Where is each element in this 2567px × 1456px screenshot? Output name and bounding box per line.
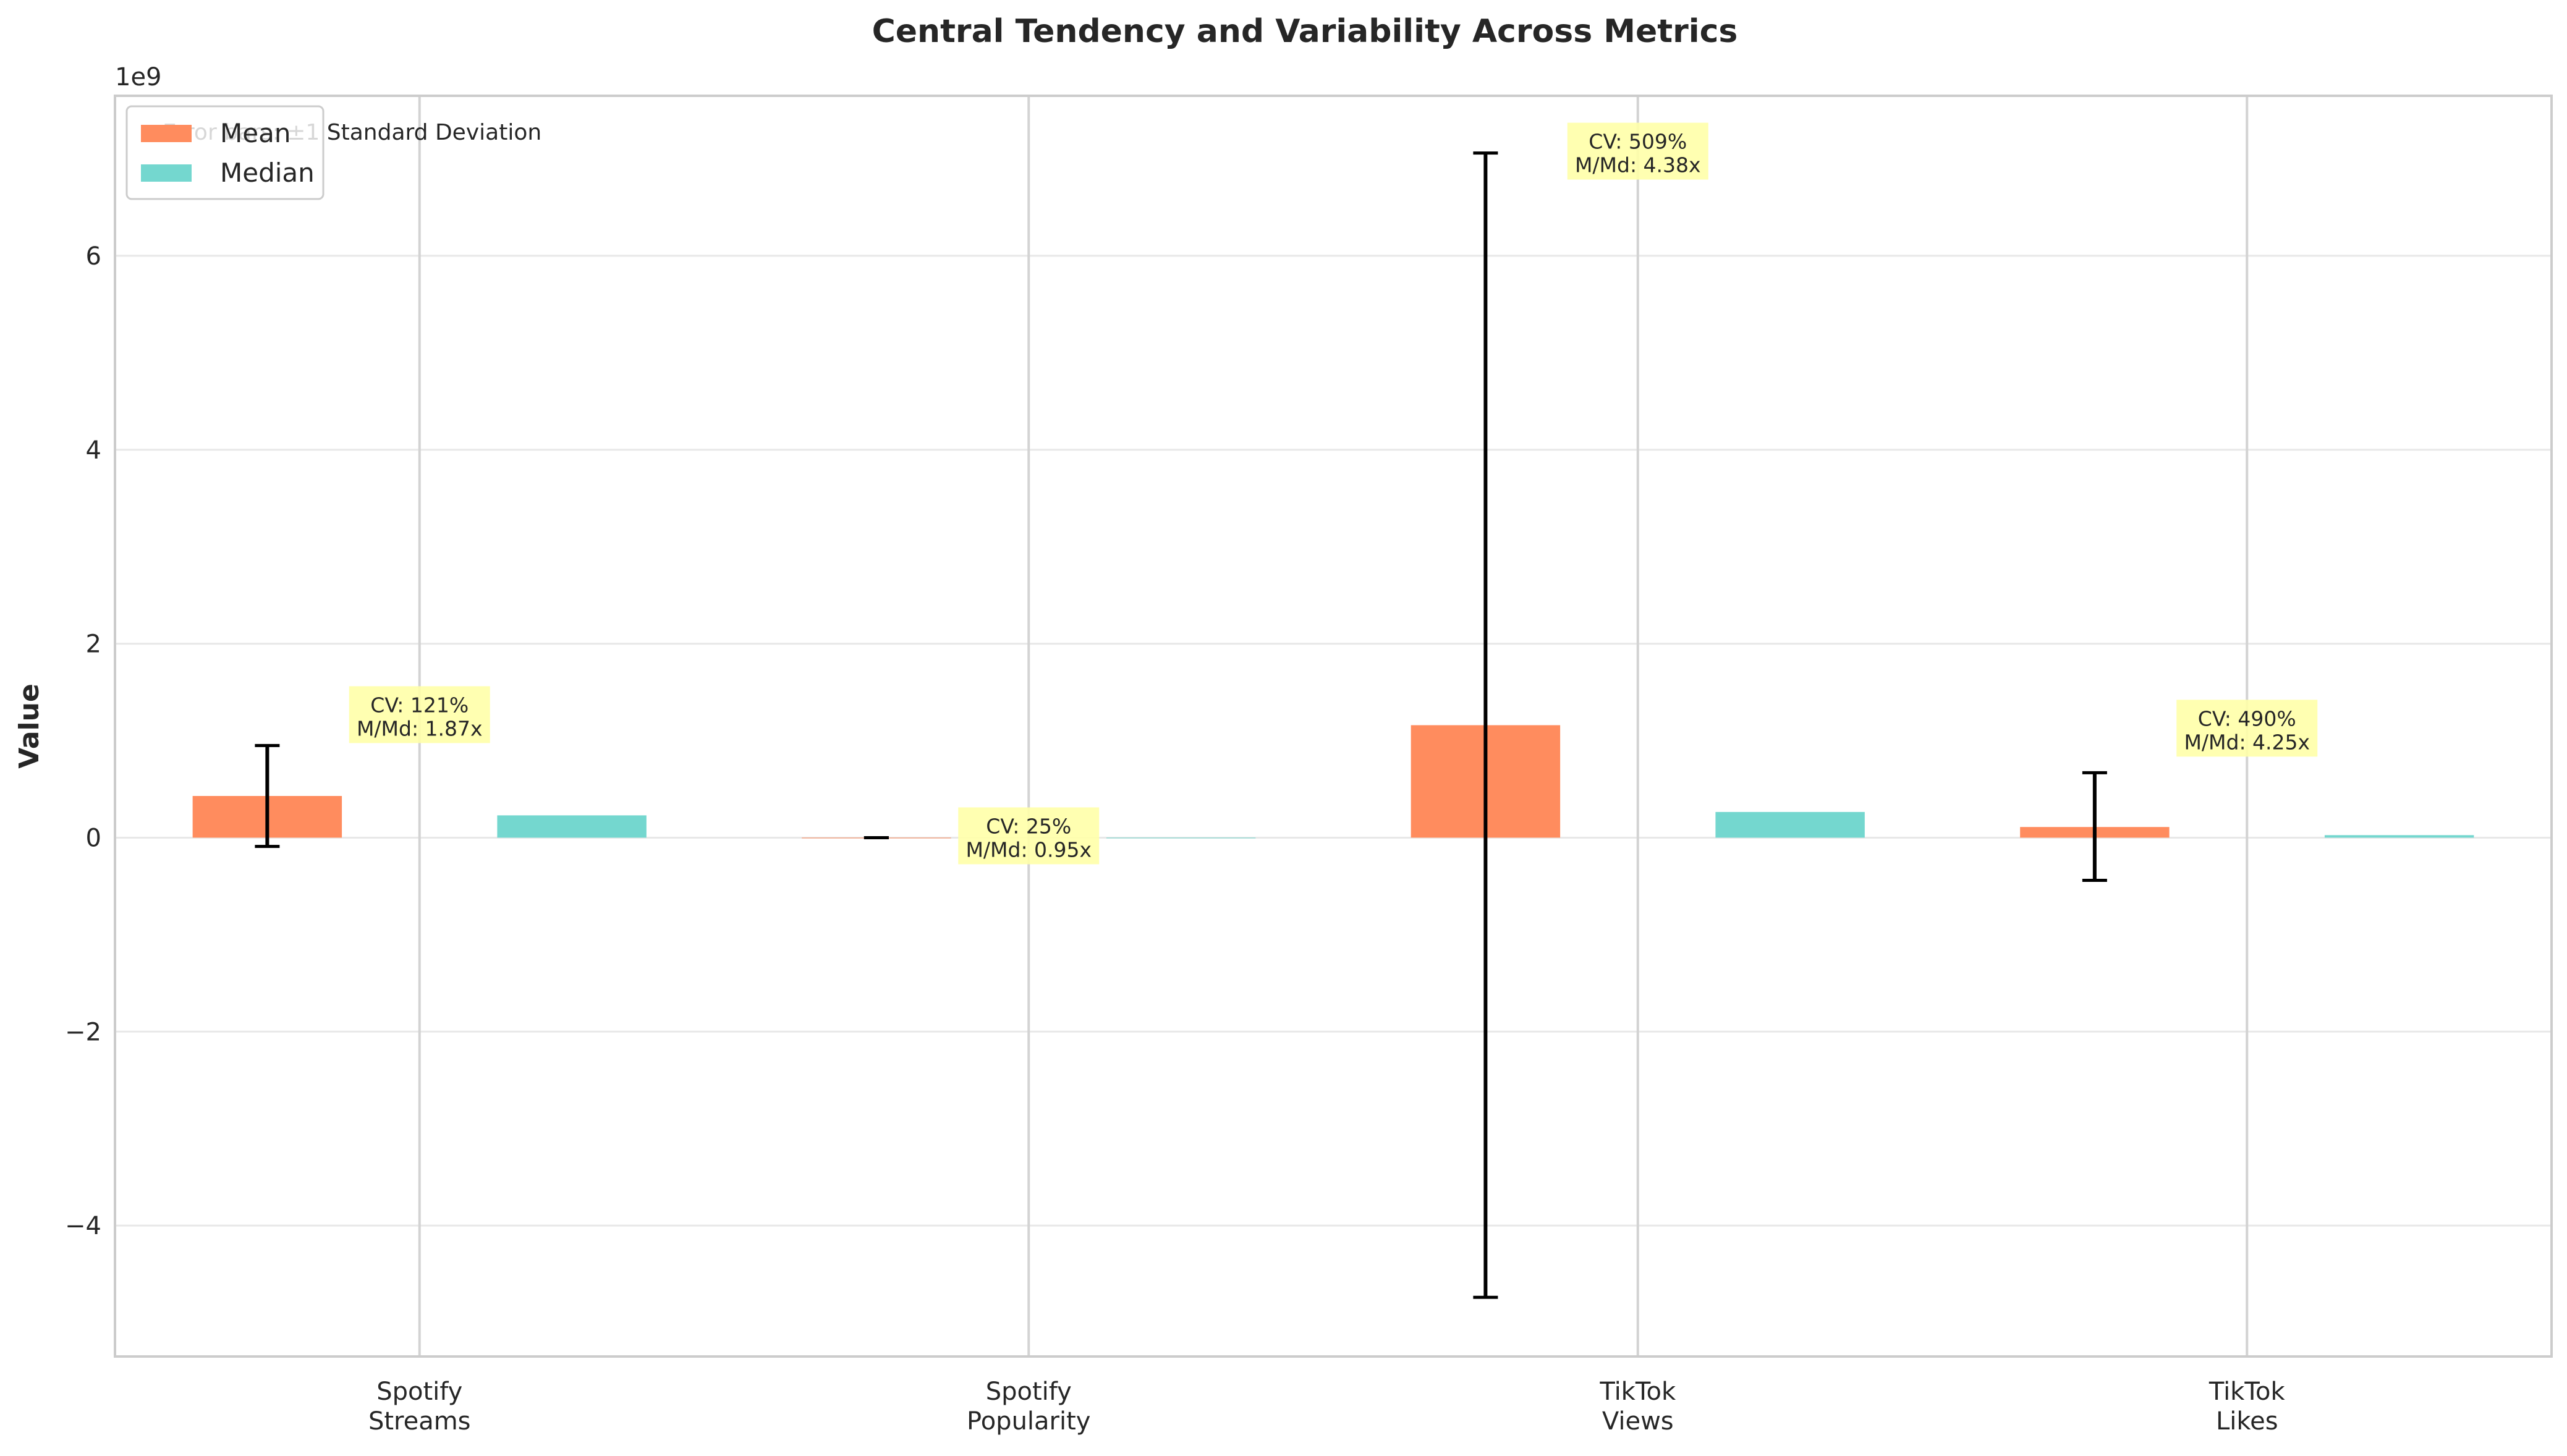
y-tick-label: 0	[86, 824, 101, 852]
annotation-cv: CV: 25%	[986, 814, 1071, 838]
x-tick-label: Spotify	[376, 1378, 462, 1406]
legend: Mean Median	[125, 105, 325, 200]
x-tick-label: Popularity	[967, 1407, 1090, 1436]
annotation-box: CV: 25%M/Md: 0.95x	[958, 807, 1100, 865]
x-tick-label: Views	[1602, 1407, 1674, 1436]
y-tick-label: 2	[86, 630, 101, 659]
y-scale-label: 1e9	[115, 63, 162, 91]
legend-swatch-mean	[141, 125, 192, 142]
annotation-background	[349, 686, 490, 743]
chart-title: Central Tendency and Variability Across …	[872, 13, 1738, 50]
annotation-background	[958, 807, 1100, 865]
plot-background	[115, 96, 2552, 1357]
y-tick-label: 4	[86, 436, 101, 465]
x-tick-label: TikTok	[2208, 1378, 2286, 1406]
annotation-ratio: M/Md: 0.95x	[965, 837, 1092, 861]
y-tick-label: −2	[65, 1018, 101, 1046]
annotation-box: CV: 490%M/Md: 4.25x	[2176, 700, 2318, 757]
x-tick-label: TikTok	[1599, 1378, 1676, 1406]
y-axis-label: Value	[14, 684, 45, 769]
bar-median	[1715, 811, 1865, 838]
legend-label: Mean	[220, 118, 291, 148]
bar-median	[497, 815, 647, 838]
y-tick-label: −4	[65, 1212, 101, 1240]
x-tick-label: Likes	[2216, 1407, 2278, 1436]
bar-median	[1106, 837, 1256, 839]
x-tick-label: Streams	[368, 1407, 471, 1436]
y-tick-label: 6	[86, 242, 101, 271]
annotation-box: CV: 509%M/Md: 4.38x	[1567, 122, 1708, 180]
legend-swatch-median	[141, 164, 192, 182]
x-tick-label: Spotify	[986, 1378, 1072, 1406]
annotation-box: CV: 121%M/Md: 1.87x	[349, 686, 490, 743]
annotation-cv: CV: 121%	[370, 693, 469, 717]
annotation-ratio: M/Md: 4.25x	[2184, 730, 2310, 754]
annotation-ratio: M/Md: 4.38x	[1575, 153, 1701, 177]
annotation-ratio: M/Md: 1.87x	[357, 716, 483, 740]
plot-frame	[114, 95, 2553, 1358]
annotation-background	[2176, 700, 2318, 757]
annotation-background	[1567, 122, 1708, 180]
bar-median	[2324, 835, 2474, 838]
annotation-cv: CV: 490%	[2198, 706, 2296, 730]
annotation-cv: CV: 509%	[1589, 130, 1687, 154]
legend-label: Median	[220, 158, 315, 188]
plot-area: −4−20246SpotifyStreamsSpotifyPopularityT…	[65, 95, 2553, 1436]
